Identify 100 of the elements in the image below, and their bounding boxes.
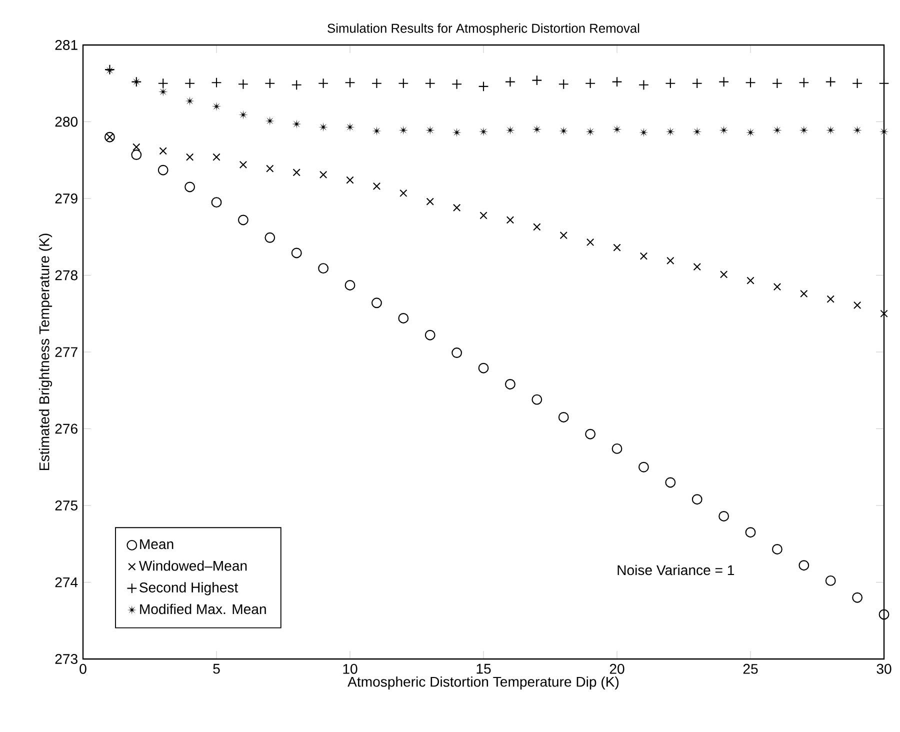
- point: [719, 126, 728, 135]
- point: [879, 127, 889, 136]
- point: [532, 124, 542, 134]
- point: [558, 126, 568, 136]
- point: [666, 127, 676, 136]
- point: [398, 313, 409, 324]
- point: [638, 462, 649, 472]
- point: [772, 126, 782, 135]
- point: [613, 244, 621, 252]
- point: [665, 78, 676, 89]
- y-tick-label: 281: [55, 40, 78, 50]
- point: [318, 263, 329, 274]
- point: [452, 204, 461, 212]
- point: [718, 76, 730, 88]
- point: [318, 78, 329, 89]
- point: [318, 122, 328, 132]
- point: [638, 80, 649, 90]
- point: [558, 78, 569, 90]
- point: [371, 298, 382, 308]
- point: [452, 78, 462, 90]
- point: [772, 544, 782, 554]
- point: [533, 223, 541, 231]
- point: [745, 527, 756, 538]
- point: [291, 80, 302, 90]
- point: [825, 575, 836, 586]
- point: [586, 238, 594, 246]
- legend-label: Mean: [140, 539, 174, 550]
- point: [852, 126, 862, 135]
- point: [478, 362, 489, 374]
- point: [264, 232, 276, 243]
- y-tick-label: 278: [55, 270, 78, 280]
- point: [212, 102, 222, 112]
- point: [692, 78, 702, 89]
- point: [826, 126, 836, 135]
- point: [158, 87, 168, 97]
- point: [211, 197, 222, 208]
- point: [692, 127, 702, 136]
- point: [345, 122, 355, 132]
- point: [452, 128, 462, 138]
- point: [798, 77, 810, 88]
- y-tick-label: 277: [55, 347, 78, 357]
- point: [238, 110, 248, 120]
- point: [291, 248, 302, 258]
- point: [852, 78, 863, 89]
- y-tick-label: 274: [55, 577, 78, 588]
- point: [292, 119, 302, 129]
- point: [265, 116, 275, 126]
- point: [478, 127, 488, 136]
- point: [398, 126, 408, 135]
- point: [211, 77, 222, 88]
- point: [452, 348, 462, 358]
- point: [400, 189, 408, 197]
- x-tick-label: 10: [343, 664, 358, 674]
- point: [238, 214, 248, 226]
- point: [612, 443, 622, 454]
- point: [826, 295, 834, 303]
- point: [344, 77, 356, 88]
- point: [212, 153, 220, 161]
- point: [292, 168, 300, 176]
- point: [612, 124, 622, 134]
- point: [612, 76, 622, 88]
- point: [480, 212, 488, 220]
- point: [878, 609, 890, 620]
- x-tick-label: 0: [80, 664, 86, 674]
- point: [692, 494, 702, 505]
- chart-title: Simulation Results for Atmospheric Distortion Removal: [328, 23, 640, 36]
- point: [372, 182, 381, 190]
- point: [504, 379, 516, 390]
- point: [185, 96, 194, 106]
- y-tick-label: 273: [55, 654, 78, 664]
- point: [371, 78, 382, 89]
- x-tick-label: 20: [610, 664, 624, 674]
- legend-label: Second Highest: [140, 582, 238, 596]
- x-tick-label: 15: [476, 664, 491, 674]
- point: [131, 150, 142, 160]
- point: [825, 76, 836, 88]
- point: [184, 78, 196, 89]
- point: [640, 252, 648, 260]
- point: [666, 256, 674, 265]
- legend-label: Windowed–Mean: [138, 560, 247, 571]
- point: [852, 592, 863, 603]
- legend-label: Modified Max. Mean: [140, 604, 266, 614]
- point: [558, 412, 569, 422]
- point: [426, 198, 434, 206]
- point: [425, 126, 435, 135]
- point: [346, 176, 354, 184]
- point: [665, 477, 676, 488]
- point: [239, 160, 248, 169]
- point: [746, 128, 756, 138]
- point: [720, 270, 728, 278]
- x-tick-label: 30: [876, 664, 892, 674]
- point: [746, 276, 754, 284]
- point: [718, 511, 730, 522]
- point: [186, 153, 194, 161]
- point: [560, 231, 568, 240]
- point: [398, 78, 409, 89]
- point: [506, 126, 515, 135]
- point: [424, 330, 436, 340]
- point: [184, 182, 196, 192]
- point: [506, 216, 514, 224]
